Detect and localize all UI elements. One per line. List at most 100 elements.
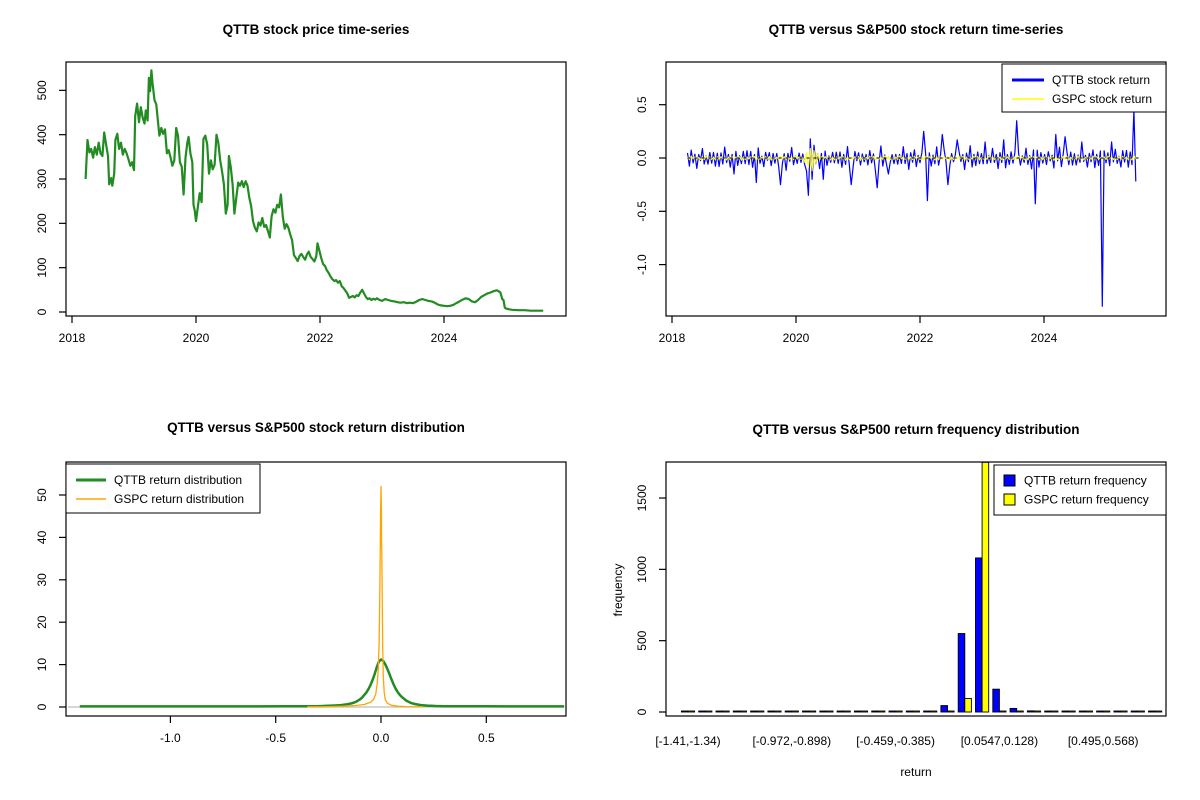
gspc-freq-bar: [912, 710, 920, 713]
legend-label: QTTB stock return: [1052, 73, 1150, 87]
legend-key-gspc-swatch: [1003, 493, 1016, 506]
x-tick-label: 0.5: [478, 731, 495, 745]
bin-label: [0.0547,0.128): [961, 734, 1038, 748]
panel-return-timeseries: 2018 2020 2022 2024 0.5 0.0 -0.5 -1.0 QTTB vers…: [635, 22, 1167, 345]
gspc-freq-bar: [1050, 710, 1059, 713]
qttb-freq-bar: [923, 710, 931, 713]
x-axis-label: return: [900, 765, 931, 779]
legend: QTTB stock return GSPC stock return: [1001, 63, 1167, 113]
gspc-freq-bar: [877, 710, 886, 713]
y-tick-label: -0.5: [635, 201, 649, 222]
qttb-freq-bar: [802, 710, 810, 713]
x-tick-label: 0.0: [373, 731, 390, 745]
x-tick-label: 2024: [1031, 331, 1058, 345]
plot-box: [665, 461, 1167, 717]
bin-label: [-1.41,-1.34): [655, 734, 720, 748]
gspc-freq-bar: [1120, 710, 1128, 713]
y-tick-label: 200: [35, 213, 49, 233]
gspc-freq-bar: [825, 710, 834, 713]
return-plot-area: 2018 2020 2022 2024 0.5 0.0 -0.5 -1.0: [635, 61, 1167, 345]
gspc-freq-bar: [947, 710, 955, 713]
qttb-freq-bar: [715, 710, 724, 713]
qttb-freq-bar: [1009, 707, 1018, 713]
bin-label: [-0.972,-0.898): [752, 734, 831, 748]
gspc-freq-bar: [1137, 710, 1145, 713]
gspc-freq-bar: [1033, 710, 1042, 713]
gspc-freq-bar: [998, 710, 1007, 713]
price-plot-area: 2018 2020 2022 2024 0 100 200 300 400 500: [35, 61, 567, 345]
qttb-freq-bar: [905, 710, 914, 713]
qttb-freq-bar: [1096, 710, 1104, 713]
bin-label: [-0.459,-0.385): [856, 734, 935, 748]
gspc-freq-bar: [1068, 710, 1076, 713]
qttb-freq-bar: [1078, 710, 1087, 713]
legend-label: GSPC return distribution: [114, 492, 244, 506]
gspc-freq-bar: [1102, 710, 1111, 713]
qttb-freq-bar: [819, 710, 827, 713]
legend-box: [993, 464, 1167, 516]
gspc-freq-bar: [704, 710, 713, 713]
chart-title: QTTB versus S&P500 return frequency dist…: [752, 422, 1079, 437]
qttb-freq-bar: [992, 688, 1000, 713]
x-tick-label: 2024: [431, 331, 458, 345]
gspc-freq-bar: [860, 710, 869, 713]
legend-box: [1001, 63, 1167, 113]
gspc-density-curve: [307, 485, 424, 708]
qttb-density-curve: [79, 658, 565, 708]
qttb-freq-bar: [888, 710, 897, 713]
gspc-freq-bar: [722, 710, 730, 713]
gspc-freq-bar: [1016, 710, 1024, 713]
y-axis-label: frequency: [611, 564, 625, 617]
chart-title: QTTB versus S&P500 stock return distribu…: [167, 420, 465, 435]
legend-label: QTTB return frequency: [1024, 474, 1147, 488]
panel-return-density: -1.0 -0.5 0.0 0.5 0 10 20 30 40 50 QTTB versus S&…: [35, 420, 567, 745]
y-tick-label: -1.0: [635, 254, 649, 275]
legend: QTTB return distribution GSPC return dis…: [65, 463, 261, 514]
gspc-freq-bar: [964, 697, 972, 713]
y-tick-label: 1000: [635, 556, 649, 583]
legend-label: QTTB return distribution: [114, 473, 242, 487]
x-tick-label: 2018: [59, 331, 86, 345]
y-tick-label: 400: [35, 124, 49, 144]
density-plot-area: -1.0 -0.5 0.0 0.5 0 10 20 30 40 50: [35, 461, 567, 745]
y-tick-label: 0.0: [635, 149, 649, 166]
y-tick-label: 100: [35, 257, 49, 277]
gspc-freq-bar: [929, 710, 938, 713]
y-tick-label: 500: [35, 80, 49, 100]
legend: QTTB return frequency GSPC return freque…: [993, 464, 1167, 516]
y-tick-label: 0: [635, 708, 649, 715]
panel-return-frequency: 0 500 1000 1500 [-1.41,-1.34) [-0.972,-0.898)…: [611, 422, 1167, 779]
qttb-freq-bar: [767, 710, 775, 713]
qttb-freq-bar: [853, 710, 862, 713]
y-tick-label: 10: [35, 658, 49, 672]
gspc-freq-bar: [774, 710, 782, 713]
gspc-freq-bar: [981, 461, 990, 713]
gspc-freq-bar: [1154, 710, 1163, 713]
gspc-freq-bar: [739, 710, 747, 713]
gspc-freq-bar: [756, 710, 765, 713]
gspc-freq-bar: [843, 710, 851, 713]
x-tick-label: 2020: [783, 331, 810, 345]
y-tick-label: 0: [35, 703, 49, 710]
gspc-freq-bar: [687, 710, 696, 713]
qttb-return-line: [686, 109, 1137, 307]
qttb-freq-bar: [1026, 710, 1035, 713]
qttb-freq-bar: [957, 633, 966, 713]
histogram-plot-area: 0 500 1000 1500 [-1.41,-1.34) [-0.972,-0.898)…: [635, 461, 1167, 748]
x-tick-label: 2022: [907, 331, 934, 345]
y-tick-label: 300: [35, 169, 49, 189]
bin-label: [0.495,0.568): [1068, 734, 1139, 748]
x-tick-label: 2022: [307, 331, 334, 345]
y-tick-label: 500: [635, 630, 649, 650]
plot-box: [65, 461, 567, 717]
qttb-freq-bar: [1113, 710, 1121, 713]
y-tick-label: 1500: [635, 484, 649, 511]
qttb-freq-bar: [1130, 710, 1139, 713]
legend-label: GSPC stock return: [1052, 92, 1152, 106]
qttb-freq-bar: [732, 710, 741, 713]
x-tick-label: -0.5: [265, 731, 286, 745]
qttb-freq-bar: [1061, 710, 1070, 713]
qttb-price-line: [84, 69, 544, 312]
y-tick-label: 20: [35, 615, 49, 629]
